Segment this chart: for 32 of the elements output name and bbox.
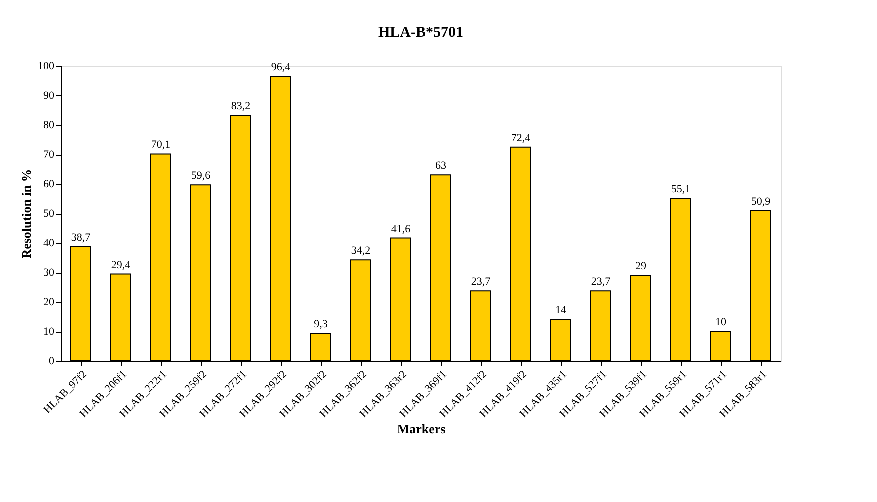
y-tick-label: 30	[44, 267, 55, 279]
y-tick-label: 0	[49, 356, 55, 368]
y-tick-label: 50	[44, 208, 55, 220]
y-tick-label: 40	[44, 238, 55, 250]
x-axis-title: Markers	[397, 421, 446, 436]
data-label: 96,4	[271, 62, 292, 74]
y-tick-label: 100	[38, 60, 55, 72]
data-label: 29,4	[111, 259, 132, 272]
y-tick-label: 90	[44, 90, 55, 102]
data-label: 83,2	[231, 100, 251, 113]
data-label: 10	[716, 316, 727, 328]
y-tick-label: 70	[44, 149, 55, 161]
data-label: 38,7	[71, 232, 92, 244]
data-label: 72,4	[511, 132, 532, 144]
data-label: 55,1	[671, 183, 691, 196]
data-label: 14	[556, 304, 567, 317]
data-label: 63	[436, 160, 447, 172]
y-axis-title: Resolution in %	[19, 169, 34, 259]
chart-title: HLA-B*5701	[378, 25, 464, 41]
data-label: 23,7	[591, 276, 612, 288]
y-tick-label: 10	[44, 326, 55, 338]
data-label: 59,6	[191, 170, 212, 182]
y-tick-label: 20	[44, 296, 55, 308]
y-tick-label: 80	[44, 120, 55, 132]
data-label: 9,3	[314, 318, 328, 331]
data-label: 23,7	[471, 276, 492, 288]
data-label: 34,2	[351, 245, 371, 258]
data-label: 41,6	[391, 223, 412, 236]
data-label: 29	[636, 260, 647, 272]
y-tick-label: 60	[44, 178, 55, 190]
data-label: 50,9	[751, 196, 772, 208]
data-label: 70,1	[151, 139, 171, 152]
